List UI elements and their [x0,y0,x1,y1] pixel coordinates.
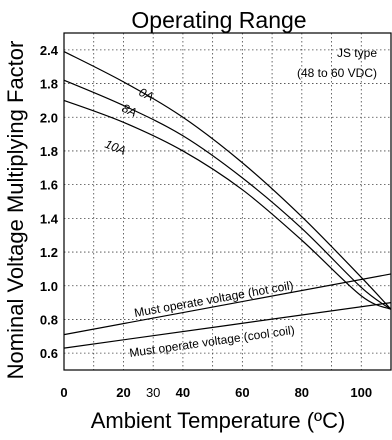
x-tick-label: 40 [176,385,190,400]
chart-title: Operating Range [131,7,306,33]
hot-coil-label: Must operate voltage (hot coil) [133,278,294,320]
y-tick-label: 0.8 [40,312,58,327]
y-tick-label: 0.6 [40,346,58,361]
y-axis-label: Nominal Voltage Multiplying Factor [3,41,28,380]
series-line-2 [63,99,392,310]
y-tick-label: 1.8 [40,77,58,92]
type-label: JS type [337,46,377,60]
series-line-0 [63,51,392,310]
series-label-8a: 8A [120,101,139,120]
x-tick-label: 100 [350,385,372,400]
series-line-3 [63,273,392,336]
series-line-1 [63,79,392,310]
plot-frame [63,32,392,371]
y-tick-label: 1.0 [40,279,58,294]
x-axis-label: Ambient Temperature (ºC) [91,408,346,433]
y-tick-label: 2.0 [40,110,58,125]
series-label-0a: 0A [137,85,156,104]
x-tick-label: 20 [116,385,130,400]
voltage-range-label: (48 to 60 VDC) [297,66,377,80]
x-tick-label: 0 [60,385,67,400]
x-tick-label: 60 [235,385,249,400]
y-tick-label: 2.4 [40,43,59,58]
y-tick-label: 1.6 [40,178,58,193]
axis-ticks: 0 20 30 40 60 80 100 0.6 0.8 1.0 1.2 1.4 1.6 1.8 2.0 1.… [40,43,372,400]
grid-lines [64,33,391,370]
x-tick-label: 30 [146,385,160,400]
y-tick-label: 1.2 [40,245,58,260]
series-label-10a: 10A [103,137,128,158]
y-tick-label: 1.4 [40,211,59,226]
series-lines [63,51,392,349]
y-tick-label: 1.8 [40,144,58,159]
x-tick-label: 80 [295,385,309,400]
series-line-4 [63,302,392,349]
